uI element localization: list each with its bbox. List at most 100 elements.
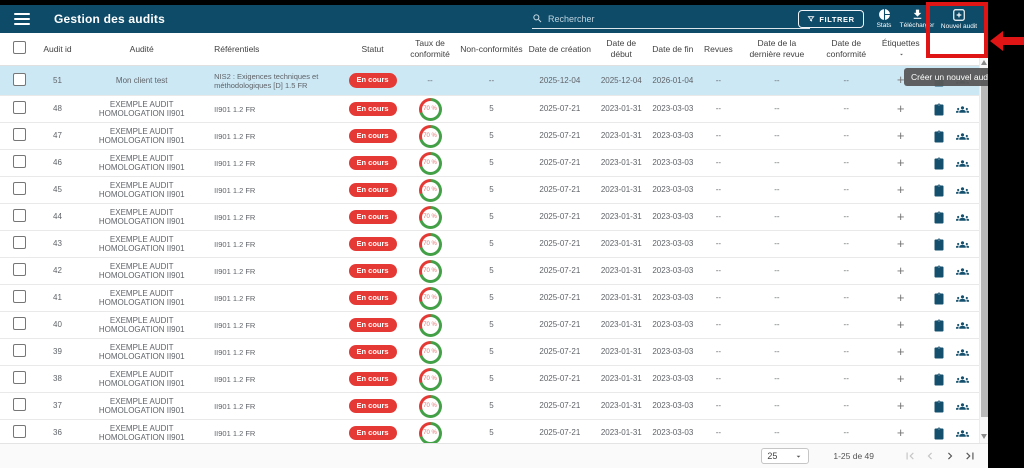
col-header-derniere-revue[interactable]: Date de la dernière revue: [749, 38, 805, 59]
last-page-button[interactable]: [960, 447, 980, 465]
col-header-date-debut[interactable]: Date de début: [606, 38, 637, 59]
hamburger-menu-icon[interactable]: [14, 13, 30, 25]
row-checkbox[interactable]: [13, 182, 27, 196]
table-row[interactable]: 40 EXEMPLE AUDIT HOMOLOGATION II901 II90…: [0, 312, 979, 339]
previous-page-button[interactable]: [920, 447, 940, 465]
clipboard-icon[interactable]: [933, 211, 945, 224]
next-page-button[interactable]: [940, 447, 960, 465]
people-group-icon[interactable]: [955, 400, 970, 413]
add-tag-button[interactable]: +: [896, 344, 905, 359]
col-header-statut[interactable]: Statut: [361, 43, 384, 54]
add-tag-button[interactable]: +: [896, 182, 905, 197]
add-tag-button[interactable]: +: [896, 425, 905, 440]
col-header-nonconf[interactable]: Non-conformités: [460, 43, 523, 54]
scroll-down-arrow-icon[interactable]: [981, 434, 987, 439]
people-group-icon[interactable]: [955, 103, 970, 116]
add-tag-button[interactable]: +: [896, 398, 905, 413]
add-tag-button[interactable]: +: [896, 128, 905, 143]
add-tag-button[interactable]: +: [896, 290, 905, 305]
row-checkbox[interactable]: [13, 128, 27, 142]
column-menu-arrow-icon[interactable]: [898, 51, 905, 58]
clipboard-icon[interactable]: [933, 157, 945, 170]
row-checkbox[interactable]: [13, 371, 27, 385]
row-checkbox[interactable]: [13, 101, 27, 115]
search-input[interactable]: [548, 13, 778, 24]
table-row[interactable]: 43 EXEMPLE AUDIT HOMOLOGATION II901 II90…: [0, 231, 979, 258]
table-row[interactable]: 41 EXEMPLE AUDIT HOMOLOGATION II901 II90…: [0, 285, 979, 312]
select-all-checkbox[interactable]: [13, 41, 27, 55]
people-group-icon[interactable]: [955, 292, 970, 305]
col-header-taux[interactable]: Taux de conformité: [410, 38, 450, 59]
people-group-icon[interactable]: [955, 346, 970, 359]
col-header-date-conformite[interactable]: Date de conformité: [826, 38, 867, 59]
row-checkbox[interactable]: [13, 209, 27, 223]
row-checkbox[interactable]: [13, 425, 27, 439]
new-audit-button[interactable]: Nouvel audit: [931, 8, 987, 30]
scrollbar-thumb[interactable]: [981, 69, 988, 417]
add-tag-button[interactable]: +: [896, 263, 905, 278]
row-checkbox[interactable]: [13, 236, 27, 250]
add-tag-button[interactable]: +: [896, 236, 905, 251]
people-group-icon[interactable]: [955, 157, 970, 170]
row-checkbox[interactable]: [13, 398, 27, 412]
clipboard-icon[interactable]: [933, 130, 945, 143]
people-group-icon[interactable]: [955, 265, 970, 278]
clipboard-icon[interactable]: [933, 184, 945, 197]
people-group-icon[interactable]: [955, 427, 970, 440]
statut-cell: En cours: [343, 371, 402, 387]
clipboard-icon[interactable]: [933, 319, 945, 332]
people-group-icon[interactable]: [955, 184, 970, 197]
add-tag-button[interactable]: +: [896, 155, 905, 170]
add-tag-button[interactable]: +: [896, 73, 905, 88]
clipboard-icon[interactable]: [933, 103, 945, 116]
clipboard-icon[interactable]: [933, 373, 945, 386]
table-row[interactable]: 39 EXEMPLE AUDIT HOMOLOGATION II901 II90…: [0, 339, 979, 366]
table-row[interactable]: 44 EXEMPLE AUDIT HOMOLOGATION II901 II90…: [0, 204, 979, 231]
clipboard-icon[interactable]: [933, 265, 945, 278]
clipboard-icon[interactable]: [933, 292, 945, 305]
people-group-icon[interactable]: [955, 373, 970, 386]
table-row[interactable]: 37 EXEMPLE AUDIT HOMOLOGATION II901 II90…: [0, 393, 979, 420]
col-header-revues[interactable]: Revues: [703, 43, 733, 54]
clipboard-icon[interactable]: [933, 238, 945, 251]
download-button[interactable]: Télécharger: [899, 8, 935, 29]
clipboard-icon[interactable]: [933, 346, 945, 359]
stats-button[interactable]: Stats: [869, 8, 899, 29]
col-header-referentiels[interactable]: Référentiels: [214, 43, 260, 54]
table-row[interactable]: 38 EXEMPLE AUDIT HOMOLOGATION II901 II90…: [0, 366, 979, 393]
vertical-scrollbar[interactable]: [979, 56, 988, 443]
row-checkbox[interactable]: [13, 344, 27, 358]
people-group-icon[interactable]: [955, 211, 970, 224]
table-row[interactable]: 47 EXEMPLE AUDIT HOMOLOGATION II901 II90…: [0, 123, 979, 150]
people-group-icon[interactable]: [955, 319, 970, 332]
row-checkbox[interactable]: [13, 72, 27, 86]
referentiel-cell: II901 1.2 FR: [214, 239, 256, 249]
row-checkbox[interactable]: [13, 155, 27, 169]
add-tag-button[interactable]: +: [896, 371, 905, 386]
col-header-date-fin[interactable]: Date de fin: [652, 43, 694, 54]
clipboard-icon[interactable]: [933, 427, 945, 440]
col-header-audit-id[interactable]: Audit id: [43, 43, 72, 54]
add-tag-button[interactable]: +: [896, 317, 905, 332]
table-row[interactable]: 51 Mon client test NIS2 : Exigences tech…: [0, 66, 979, 96]
row-checkbox[interactable]: [13, 317, 27, 331]
table-row[interactable]: 46 EXEMPLE AUDIT HOMOLOGATION II901 II90…: [0, 150, 979, 177]
people-group-icon[interactable]: [955, 130, 970, 143]
table-row[interactable]: 42 EXEMPLE AUDIT HOMOLOGATION II901 II90…: [0, 258, 979, 285]
add-tag-button[interactable]: +: [896, 101, 905, 116]
people-group-icon[interactable]: [955, 238, 970, 251]
row-checkbox[interactable]: [13, 263, 27, 277]
table-row[interactable]: 36 EXEMPLE AUDIT HOMOLOGATION II901 II90…: [0, 420, 979, 443]
col-header-audite[interactable]: Audité: [129, 43, 154, 54]
table-row[interactable]: 45 EXEMPLE AUDIT HOMOLOGATION II901 II90…: [0, 177, 979, 204]
first-page-button[interactable]: [900, 447, 920, 465]
row-checkbox[interactable]: [13, 290, 27, 304]
col-header-etiquettes[interactable]: Étiquettes: [878, 38, 924, 59]
clipboard-icon[interactable]: [933, 400, 945, 413]
scroll-up-arrow-icon[interactable]: [981, 60, 987, 65]
rows-per-page-select[interactable]: 25: [761, 448, 810, 464]
table-row[interactable]: 48 EXEMPLE AUDIT HOMOLOGATION II901 II90…: [0, 96, 979, 123]
col-header-date-creation[interactable]: Date de création: [528, 43, 592, 54]
add-tag-button[interactable]: +: [896, 209, 905, 224]
filter-button[interactable]: FILTRER: [798, 10, 864, 28]
